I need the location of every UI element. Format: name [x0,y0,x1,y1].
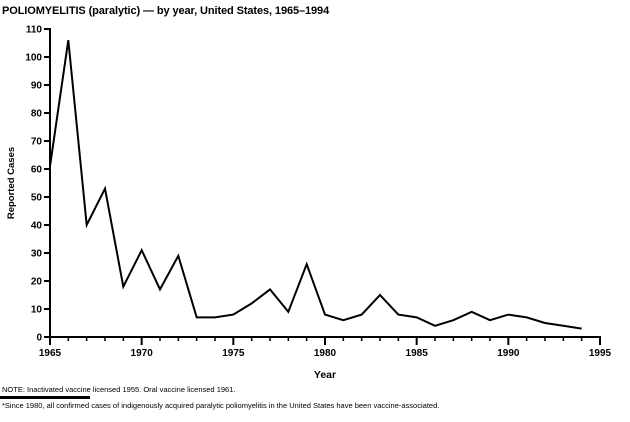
y-axis-title: Reported Cases [6,147,17,219]
x-axis-title: Year [314,369,336,381]
chart-canvas: 0 10 20 30 40 50 60 70 80 90 100 110 1965 1970 1975 198… [6,25,612,382]
y-tick-label: 0 [36,333,42,344]
x-tick-label: 1975 [222,348,245,359]
y-tick-label: 80 [31,109,43,120]
y-tick-label: 110 [26,25,43,36]
footnote-divider [0,396,90,399]
note-text: NOTE: Inactivated vaccine licensed 1955.… [2,385,236,394]
y-tick-label: 30 [31,249,43,260]
y-tick-label: 70 [31,137,43,148]
x-tick-label: 1985 [406,348,429,359]
chart-title: POLIOMYELITIS (paralytic) — by year, Uni… [2,5,330,17]
x-tick-label: 1970 [131,348,154,359]
y-tick-label: 90 [31,81,43,92]
y-tick-label: 40 [31,221,43,232]
data-polyline [49,40,582,330]
x-tick-label: 1990 [497,348,520,359]
x-tick-label: 1965 [39,348,62,359]
x-tick-label: 1995 [589,348,612,359]
y-tick-label: 10 [31,305,43,316]
y-tick-label: 50 [31,193,43,204]
y-tick-label: 60 [31,165,43,176]
y-tick-label: 100 [25,53,42,64]
footnote-text: *Since 1980, all confirmed cases of indi… [2,401,440,410]
y-tick-label: 20 [31,277,43,288]
x-tick-label: 1980 [314,348,337,359]
